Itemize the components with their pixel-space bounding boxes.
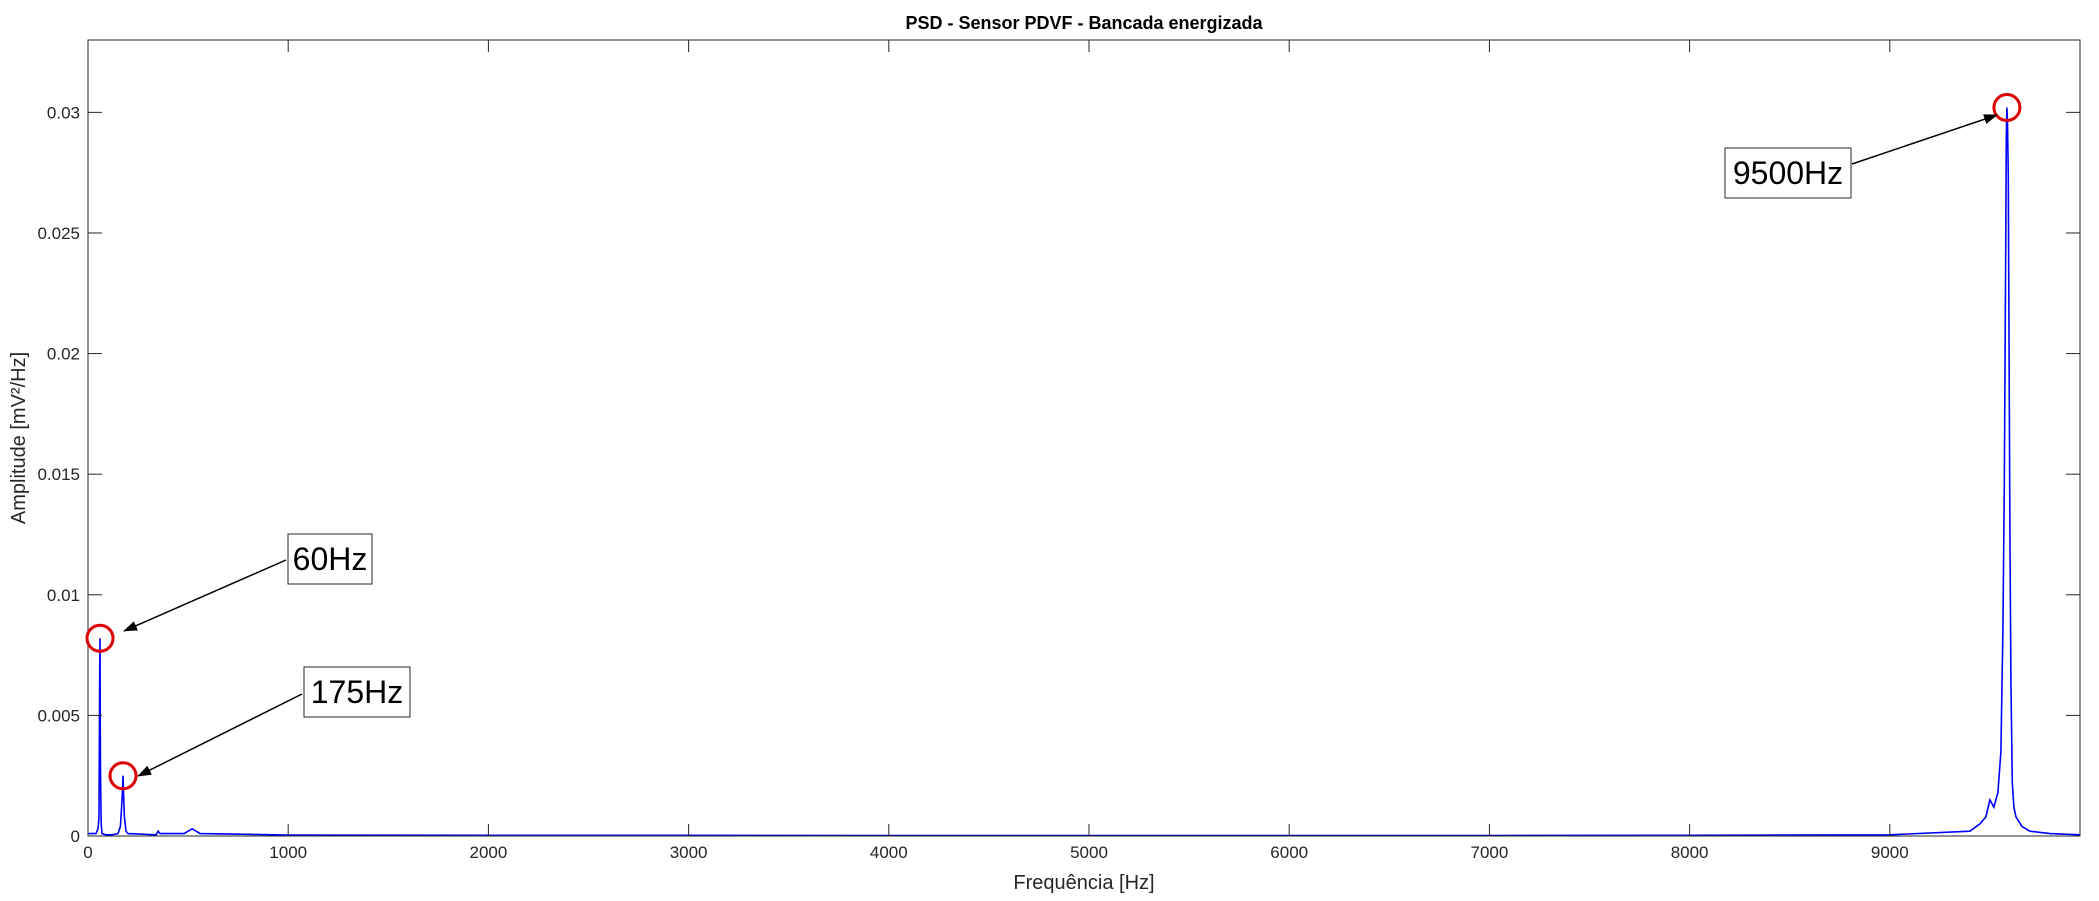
- annotation-label: 60Hz: [293, 541, 368, 577]
- annotation-box: [287, 533, 373, 585]
- y-tick-label: 0.025: [37, 224, 80, 243]
- plot-frame: [87, 39, 2081, 837]
- x-tick-label: 7000: [1470, 843, 1508, 862]
- annotation-arrow: [123, 559, 287, 632]
- x-tick-label: 0: [83, 843, 92, 862]
- peak-marker-circle: [108, 761, 138, 791]
- x-tick-label: 6000: [1270, 843, 1308, 862]
- peak-marker-circle: [85, 623, 115, 653]
- x-tick-label: 9000: [1871, 843, 1909, 862]
- x-tick-label: 1000: [269, 843, 307, 862]
- annotation-box: [1724, 147, 1852, 199]
- y-tick-label: 0: [71, 827, 80, 846]
- annotation-arrow: [1851, 114, 1998, 165]
- x-tick-label: 3000: [670, 843, 708, 862]
- x-tick-label: 8000: [1671, 843, 1709, 862]
- annotation-arrow: [137, 693, 303, 777]
- x-axis-title: Frequência [Hz]: [1013, 872, 1154, 894]
- peak-marker-circle: [1992, 93, 2022, 123]
- y-axis-title: Amplitude [mV²/Hz]: [8, 352, 30, 524]
- chart-title: PSD - Sensor PDVF - Bancada energizada: [905, 13, 1263, 33]
- annotation-label: 9500Hz: [1733, 155, 1843, 191]
- y-tick-label: 0.01: [47, 586, 80, 605]
- x-tick-label: 5000: [1070, 843, 1108, 862]
- x-tick-label: 2000: [469, 843, 507, 862]
- annotation-label: 175Hz: [311, 674, 404, 710]
- x-tick-label: 4000: [870, 843, 908, 862]
- annotation-box: [303, 666, 411, 718]
- y-tick-label: 0.015: [37, 465, 80, 484]
- y-tick-label: 0.03: [47, 103, 80, 122]
- y-tick-label: 0.02: [47, 345, 80, 364]
- y-tick-label: 0.005: [37, 706, 80, 725]
